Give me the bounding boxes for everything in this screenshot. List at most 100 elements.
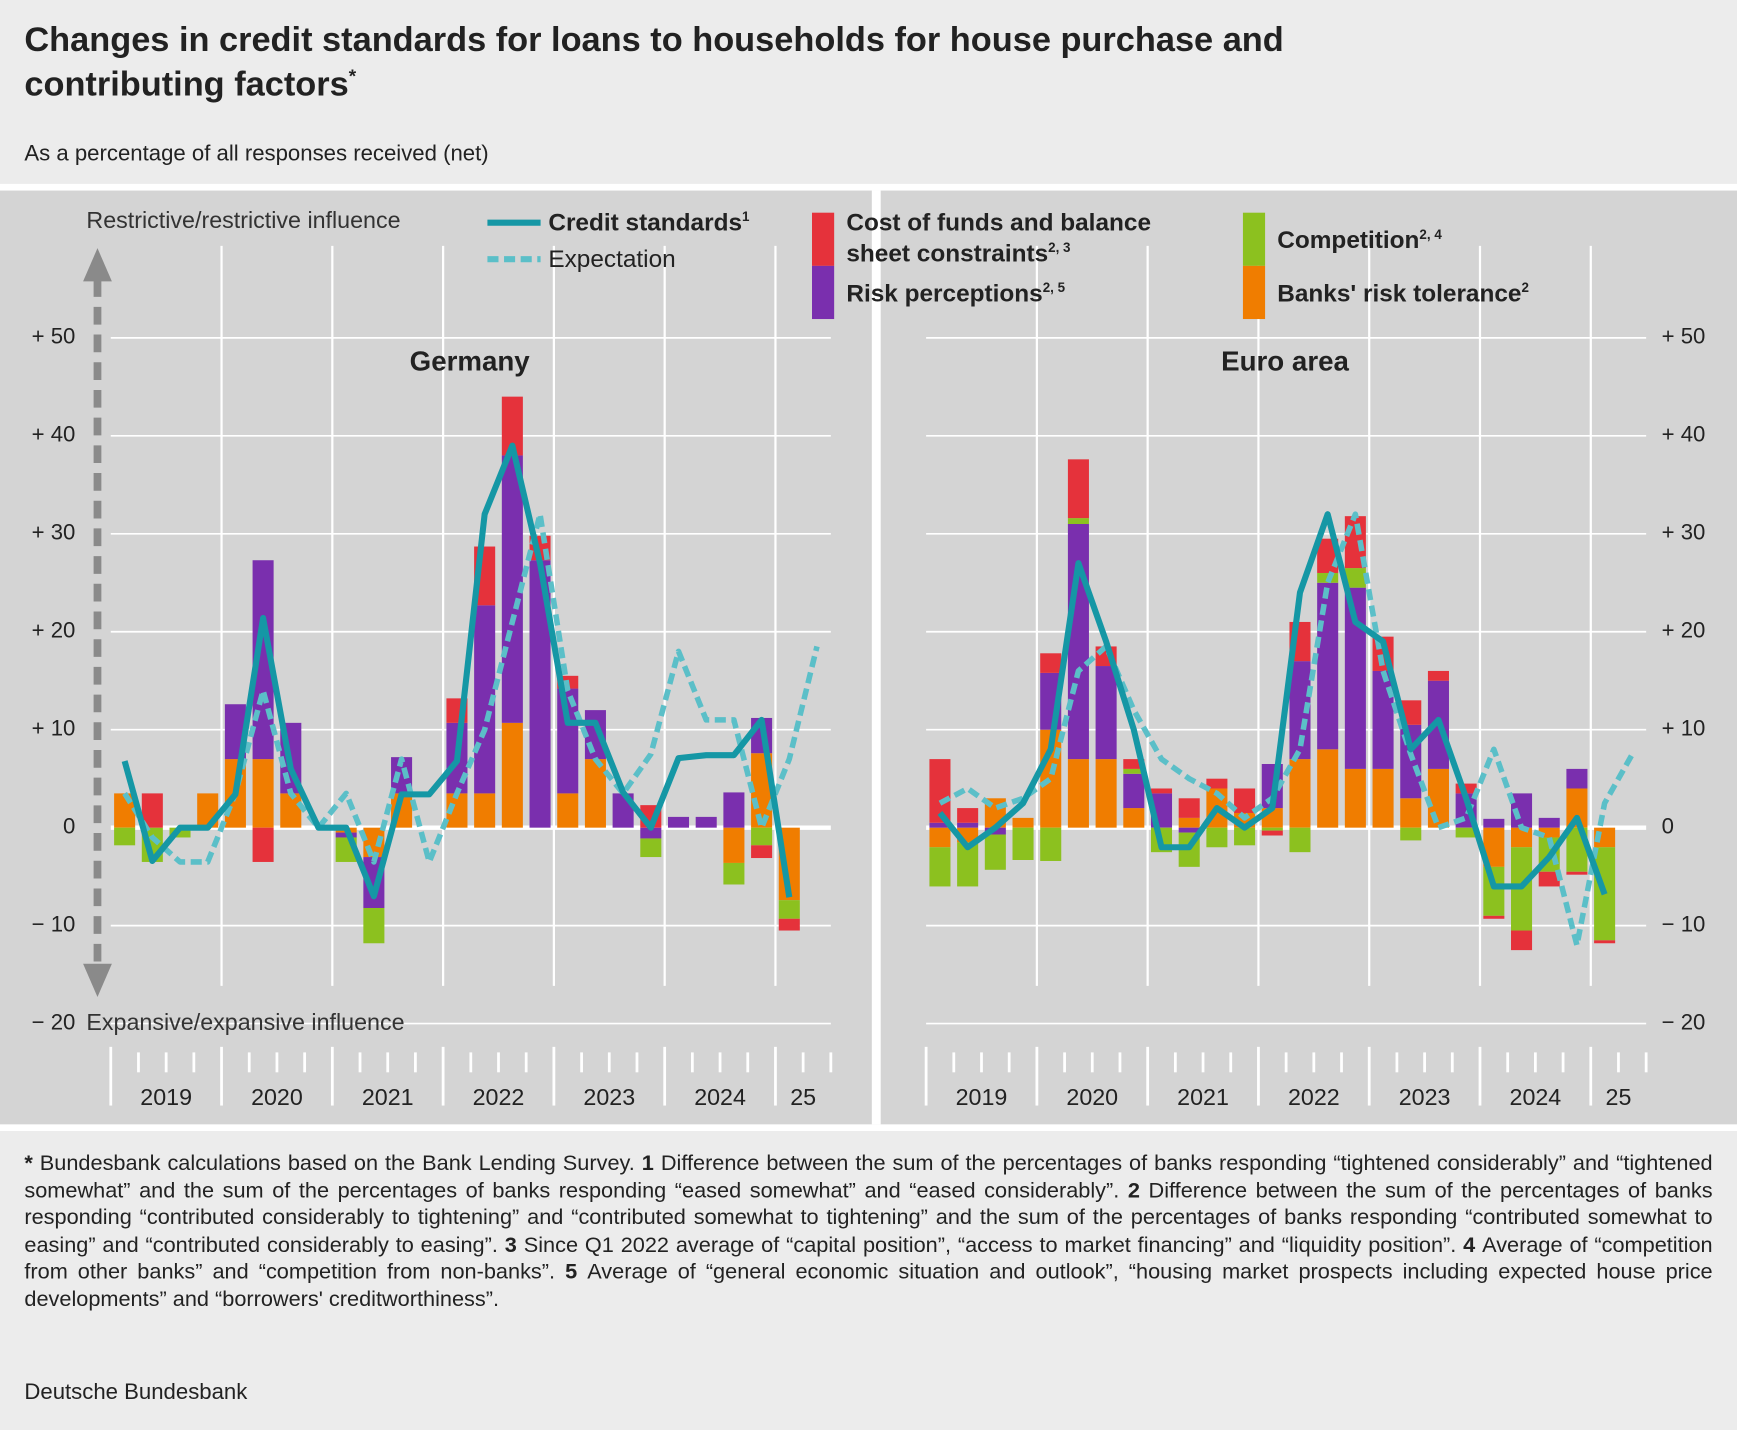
bar-segment <box>1150 788 1173 794</box>
bar-segment <box>929 827 951 848</box>
bar-segment <box>1067 523 1089 760</box>
panel-separator <box>871 190 881 1125</box>
bar-segment <box>529 560 551 828</box>
title-note: * <box>348 66 357 88</box>
legend-swatch <box>1242 212 1266 266</box>
y-tick-label: + 30 <box>1662 520 1706 545</box>
x-tick-label: 2024 <box>694 1084 746 1110</box>
separator <box>0 183 1737 191</box>
bar-segment <box>723 862 745 885</box>
legend-swatch <box>812 265 835 320</box>
bar-segment <box>695 816 717 828</box>
bar-segment <box>1511 827 1533 848</box>
bar-segment <box>1483 866 1505 916</box>
bar-segment <box>1178 798 1200 818</box>
bar-segment <box>1123 759 1145 769</box>
legend-entry: Cost of funds and balance sheet constrai… <box>846 207 1200 269</box>
bar-segment <box>280 793 302 828</box>
footnote-marker: 3 <box>504 1232 517 1258</box>
bar-segment <box>252 827 274 862</box>
bar-segment <box>1067 518 1089 524</box>
y-tick-label: + 20 <box>1662 618 1706 643</box>
bar-segment <box>1095 666 1117 760</box>
bar-segment <box>751 827 773 846</box>
title-text: Changes in credit standards for loans to… <box>24 19 1284 104</box>
bar-segment <box>1483 915 1505 919</box>
bar-segment <box>1400 798 1422 828</box>
bar-segment <box>446 793 468 828</box>
y-tick-label: + 40 <box>1662 422 1706 447</box>
bar-segment <box>929 822 951 828</box>
bar-segment <box>929 759 951 823</box>
subtitle: As a percentage of all responses receive… <box>24 141 489 167</box>
footnote-text: Difference between the sum of the percen… <box>24 1178 1713 1258</box>
bar-segment <box>1511 930 1533 951</box>
credit-line <box>121 442 793 900</box>
bar-segment <box>1427 768 1449 828</box>
bar-segment <box>1206 778 1228 789</box>
bar-segment <box>1012 817 1034 828</box>
bar-segment <box>1344 587 1366 769</box>
x-tick-label: 2023 <box>1399 1084 1451 1110</box>
x-tick-label: 2020 <box>1066 1084 1118 1110</box>
bar-segment <box>1123 773 1145 809</box>
x-tick-label: 2024 <box>1510 1084 1562 1110</box>
x-tick-label: 2023 <box>583 1084 635 1110</box>
bar-segment <box>1344 768 1366 828</box>
bar-segment <box>957 842 979 887</box>
arrow-head <box>83 248 112 282</box>
legend-note: 1 <box>742 209 750 225</box>
bar-segment <box>1289 661 1311 760</box>
legend-note: 2 <box>1521 279 1529 296</box>
bar-segment <box>1483 827 1505 867</box>
y-tick-label: − 10 <box>1662 911 1706 936</box>
legend-entry: Competition2, 4 <box>1277 225 1609 256</box>
bar-segment <box>141 793 163 828</box>
bar-segment <box>1261 830 1283 836</box>
bar-segment <box>1538 827 1560 838</box>
x-tick-label: 2021 <box>362 1084 414 1110</box>
bar-segment <box>1427 670 1449 681</box>
y-tick-label: + 10 <box>1662 716 1706 741</box>
y-tick-label: − 20 <box>1662 1009 1706 1034</box>
y-tick-label: + 40 <box>32 422 76 447</box>
bar-segment <box>1095 759 1117 828</box>
footnote-text: Since Q1 2022 average of “capital positi… <box>523 1232 1457 1258</box>
footnote-text: Difference between the sum of the percen… <box>24 1150 1713 1203</box>
footnote-marker: 5 <box>565 1259 578 1285</box>
bar-segment <box>1483 818 1505 828</box>
footnote-marker: 1 <box>641 1150 654 1176</box>
bar-segment <box>252 759 274 828</box>
bar-segment <box>1040 653 1062 673</box>
bar-segment <box>363 907 385 944</box>
legend-swatch <box>1242 265 1266 320</box>
bar-segment <box>1344 568 1366 588</box>
x-tick-label: 2022 <box>1288 1084 1340 1110</box>
bar-segment <box>957 822 979 828</box>
footnote-marker: * <box>24 1150 33 1176</box>
x-tick-label: 2021 <box>1177 1084 1229 1110</box>
bar-segment <box>1178 827 1200 833</box>
bar-segment <box>1234 827 1256 846</box>
bar-segment <box>640 827 662 839</box>
y-tick-label: + 30 <box>32 520 76 545</box>
bar-segment <box>169 827 191 838</box>
bar-segment <box>1538 817 1560 828</box>
bar-segment <box>1455 783 1477 794</box>
bar-segment <box>1067 759 1089 828</box>
bar-segment <box>501 396 523 456</box>
bar-segment <box>957 808 979 823</box>
bar-segment <box>501 722 523 828</box>
legend-note: 2, 4 <box>1419 226 1442 243</box>
y-label-top: Restrictive/restrictive influence <box>86 208 401 234</box>
bar-segment <box>1123 768 1145 774</box>
bar-segment <box>1400 827 1422 841</box>
legend-swatch <box>812 212 835 266</box>
bar-segment <box>1317 582 1339 750</box>
y-tick-label: − 20 <box>32 1009 76 1034</box>
bar-segment <box>1067 459 1089 519</box>
bar-segment <box>1289 827 1311 853</box>
bar-segment <box>1234 788 1256 813</box>
arrow-head <box>83 963 112 998</box>
